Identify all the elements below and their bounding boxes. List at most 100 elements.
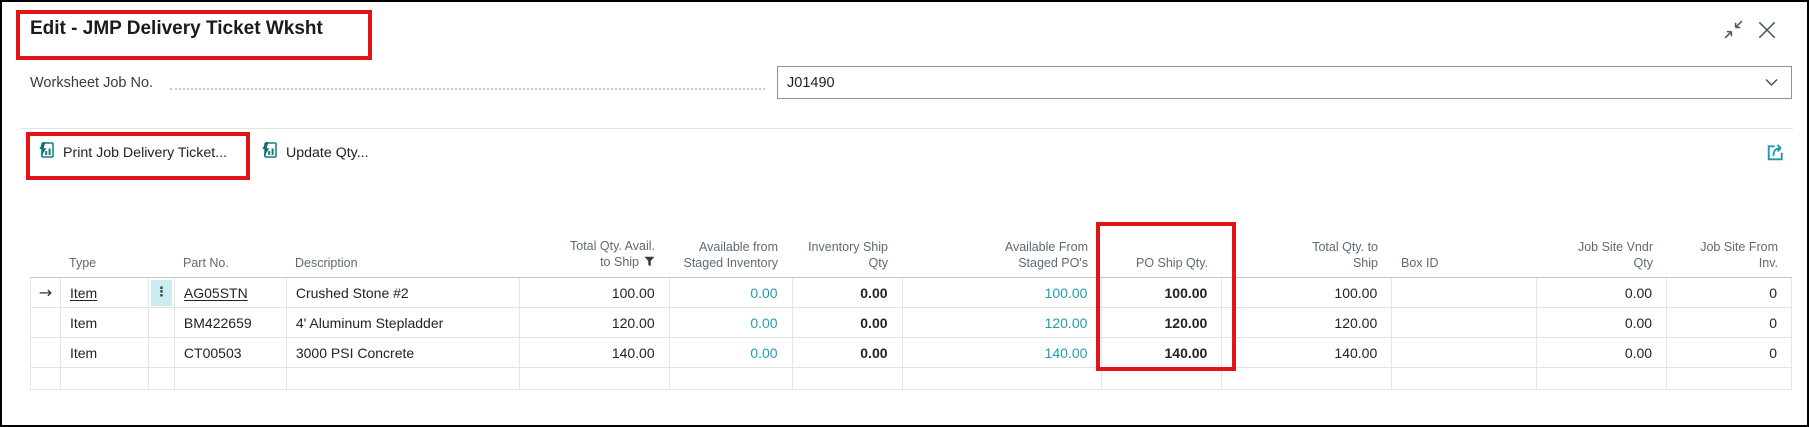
cell-box_id[interactable] <box>1392 278 1538 307</box>
cell-inv_ship_qty[interactable]: 0.00 <box>793 278 903 307</box>
cell-description[interactable] <box>287 368 520 389</box>
cell-part_no[interactable]: AG05STN <box>175 278 287 307</box>
column-header-total_qty_ship[interactable]: Total Qty. to Ship <box>1222 240 1392 277</box>
cell-po_ship_qty[interactable] <box>1102 368 1223 389</box>
cell-job_site_vndr[interactable]: 0.00 <box>1537 338 1668 367</box>
column-header-avail_staged_po[interactable]: Available From Staged PO's <box>902 240 1102 277</box>
cell-inv_ship_qty[interactable]: 0.00 <box>793 308 903 337</box>
column-header-label: Inv. <box>1758 255 1778 270</box>
worksheet-job-no-combobox[interactable]: J01490 <box>777 66 1792 99</box>
cell-avail_staged_inv[interactable]: 0.00 <box>670 338 793 367</box>
cell-part_no[interactable] <box>175 368 287 389</box>
restore-window-button[interactable] <box>1720 19 1746 45</box>
dotted-leader <box>170 74 765 90</box>
column-header-job_site_vndr[interactable]: Job Site Vndr Qty <box>1537 240 1667 277</box>
cell-total_qty_ship[interactable]: 120.00 <box>1222 308 1393 337</box>
cell-total_qty_ship[interactable] <box>1222 368 1393 389</box>
cell-menu[interactable]: ⋮ <box>149 278 175 307</box>
cell-value: 100.00 <box>1164 284 1208 301</box>
update-qty-button[interactable]: Update Qty... <box>260 141 369 164</box>
cell-description[interactable]: 3000 PSI Concrete <box>287 338 520 367</box>
cell-total_qty_avail[interactable]: 100.00 <box>520 278 670 307</box>
column-header-total_qty_avail[interactable]: Total Qty. Avail. to Ship <box>519 239 669 277</box>
cell-menu[interactable] <box>149 308 175 337</box>
cell-value: 140.00 <box>611 344 655 361</box>
worksheet-job-no-value: J01490 <box>787 74 835 91</box>
cell-box_id[interactable] <box>1392 338 1538 367</box>
cell-inv_ship_qty[interactable] <box>793 368 903 389</box>
cell-job_site_from[interactable]: 0 <box>1667 278 1793 307</box>
cell-description[interactable]: 4' Aluminum Stepladder <box>287 308 520 337</box>
cell-avail_staged_po[interactable]: 140.00 <box>903 338 1103 367</box>
column-header-label: Total Qty. Avail. <box>570 239 655 253</box>
cell-type[interactable] <box>61 368 149 389</box>
cell-value: 100.00 <box>1334 284 1378 301</box>
column-header-type[interactable]: Type <box>60 256 148 278</box>
cell-selector[interactable] <box>31 368 61 389</box>
table-row: → Item ⋮ AG05STN Crushed Stone #2 100.00 0.00 0… <box>30 278 1793 308</box>
cell-value: 0.00 <box>1624 344 1653 361</box>
cell-selector[interactable] <box>31 338 61 367</box>
cell-job_site_from[interactable] <box>1667 368 1793 389</box>
cell-selector[interactable]: → <box>31 278 61 307</box>
cell-value: 120.00 <box>611 314 655 331</box>
table-row: Item BM422659 4' Aluminum Stepladder 120.00… <box>30 308 1793 338</box>
column-header-label: Job Site Vndr <box>1577 240 1653 254</box>
cell-avail_staged_inv[interactable]: 0.00 <box>670 308 793 337</box>
cell-total_qty_ship[interactable]: 140.00 <box>1222 338 1393 367</box>
column-header-po_ship_qty[interactable]: PO Ship Qty. <box>1102 256 1222 278</box>
page-title: Edit - JMP Delivery Ticket Wksht <box>30 18 323 39</box>
cell-menu[interactable] <box>149 338 175 367</box>
column-header-label: Available from <box>699 240 778 254</box>
cell-value: 0 <box>1769 344 1778 361</box>
column-header-description[interactable]: Description <box>286 256 519 278</box>
column-header-part_no[interactable]: Part No. <box>174 256 286 278</box>
cell-box_id[interactable] <box>1392 368 1538 389</box>
cell-type[interactable]: Item <box>61 338 149 367</box>
cell-box_id[interactable] <box>1392 308 1538 337</box>
cell-avail_staged_po[interactable]: 120.00 <box>903 308 1103 337</box>
column-header-label: Inventory Ship <box>808 240 888 254</box>
cell-po_ship_qty[interactable]: 140.00 <box>1102 338 1223 367</box>
cell-total_qty_ship[interactable]: 100.00 <box>1222 278 1393 307</box>
cell-po_ship_qty[interactable]: 120.00 <box>1102 308 1223 337</box>
column-header-box_id[interactable]: Box ID <box>1392 256 1537 278</box>
cell-job_site_vndr[interactable]: 0.00 <box>1537 278 1668 307</box>
filter-funnel-icon[interactable] <box>644 256 655 272</box>
cell-part_no[interactable]: CT00503 <box>175 338 287 367</box>
grid-header: Type Part No. Description Total Qty. Avail.… <box>30 224 1792 278</box>
column-header-label: Ship <box>1352 255 1378 270</box>
cell-job_site_from[interactable]: 0 <box>1667 338 1793 367</box>
cell-menu[interactable] <box>149 368 175 389</box>
cell-type[interactable]: Item <box>61 278 149 307</box>
share-icon[interactable] <box>1764 138 1790 164</box>
cell-total_qty_avail[interactable]: 120.00 <box>520 308 670 337</box>
chevron-down-icon[interactable] <box>1765 78 1791 87</box>
column-header-job_site_from[interactable]: Job Site From Inv. <box>1667 240 1792 277</box>
cell-selector[interactable] <box>31 308 61 337</box>
cell-type[interactable]: Item <box>61 308 149 337</box>
cell-inv_ship_qty[interactable]: 0.00 <box>793 338 903 367</box>
cell-avail_staged_inv[interactable]: 0.00 <box>670 278 793 307</box>
cell-description[interactable]: Crushed Stone #2 <box>287 278 520 307</box>
print-job-delivery-ticket-button[interactable]: Print Job Delivery Ticket... <box>37 141 227 164</box>
cell-value: Crushed Stone #2 <box>295 284 409 301</box>
cell-po_ship_qty[interactable]: 100.00 <box>1102 278 1223 307</box>
cell-total_qty_avail[interactable] <box>520 368 670 389</box>
cell-total_qty_avail[interactable]: 140.00 <box>520 338 670 367</box>
column-header-selector <box>30 271 60 277</box>
column-header-inv_ship_qty[interactable]: Inventory Ship Qty <box>792 240 902 277</box>
row-menu-button[interactable]: ⋮ <box>150 279 172 306</box>
column-header-avail_staged_inv[interactable]: Available from Staged Inventory <box>669 240 792 277</box>
column-header-label: Available From <box>1004 240 1088 254</box>
cell-avail_staged_inv[interactable] <box>670 368 793 389</box>
cell-job_site_vndr[interactable]: 0.00 <box>1537 308 1668 337</box>
cell-value: 0.00 <box>750 284 778 301</box>
column-header-label: Qty <box>868 255 888 270</box>
cell-avail_staged_po[interactable]: 100.00 <box>903 278 1103 307</box>
cell-part_no[interactable]: BM422659 <box>175 308 287 337</box>
close-button[interactable] <box>1754 19 1780 45</box>
cell-avail_staged_po[interactable] <box>903 368 1103 389</box>
cell-job_site_from[interactable]: 0 <box>1667 308 1793 337</box>
cell-job_site_vndr[interactable] <box>1537 368 1668 389</box>
